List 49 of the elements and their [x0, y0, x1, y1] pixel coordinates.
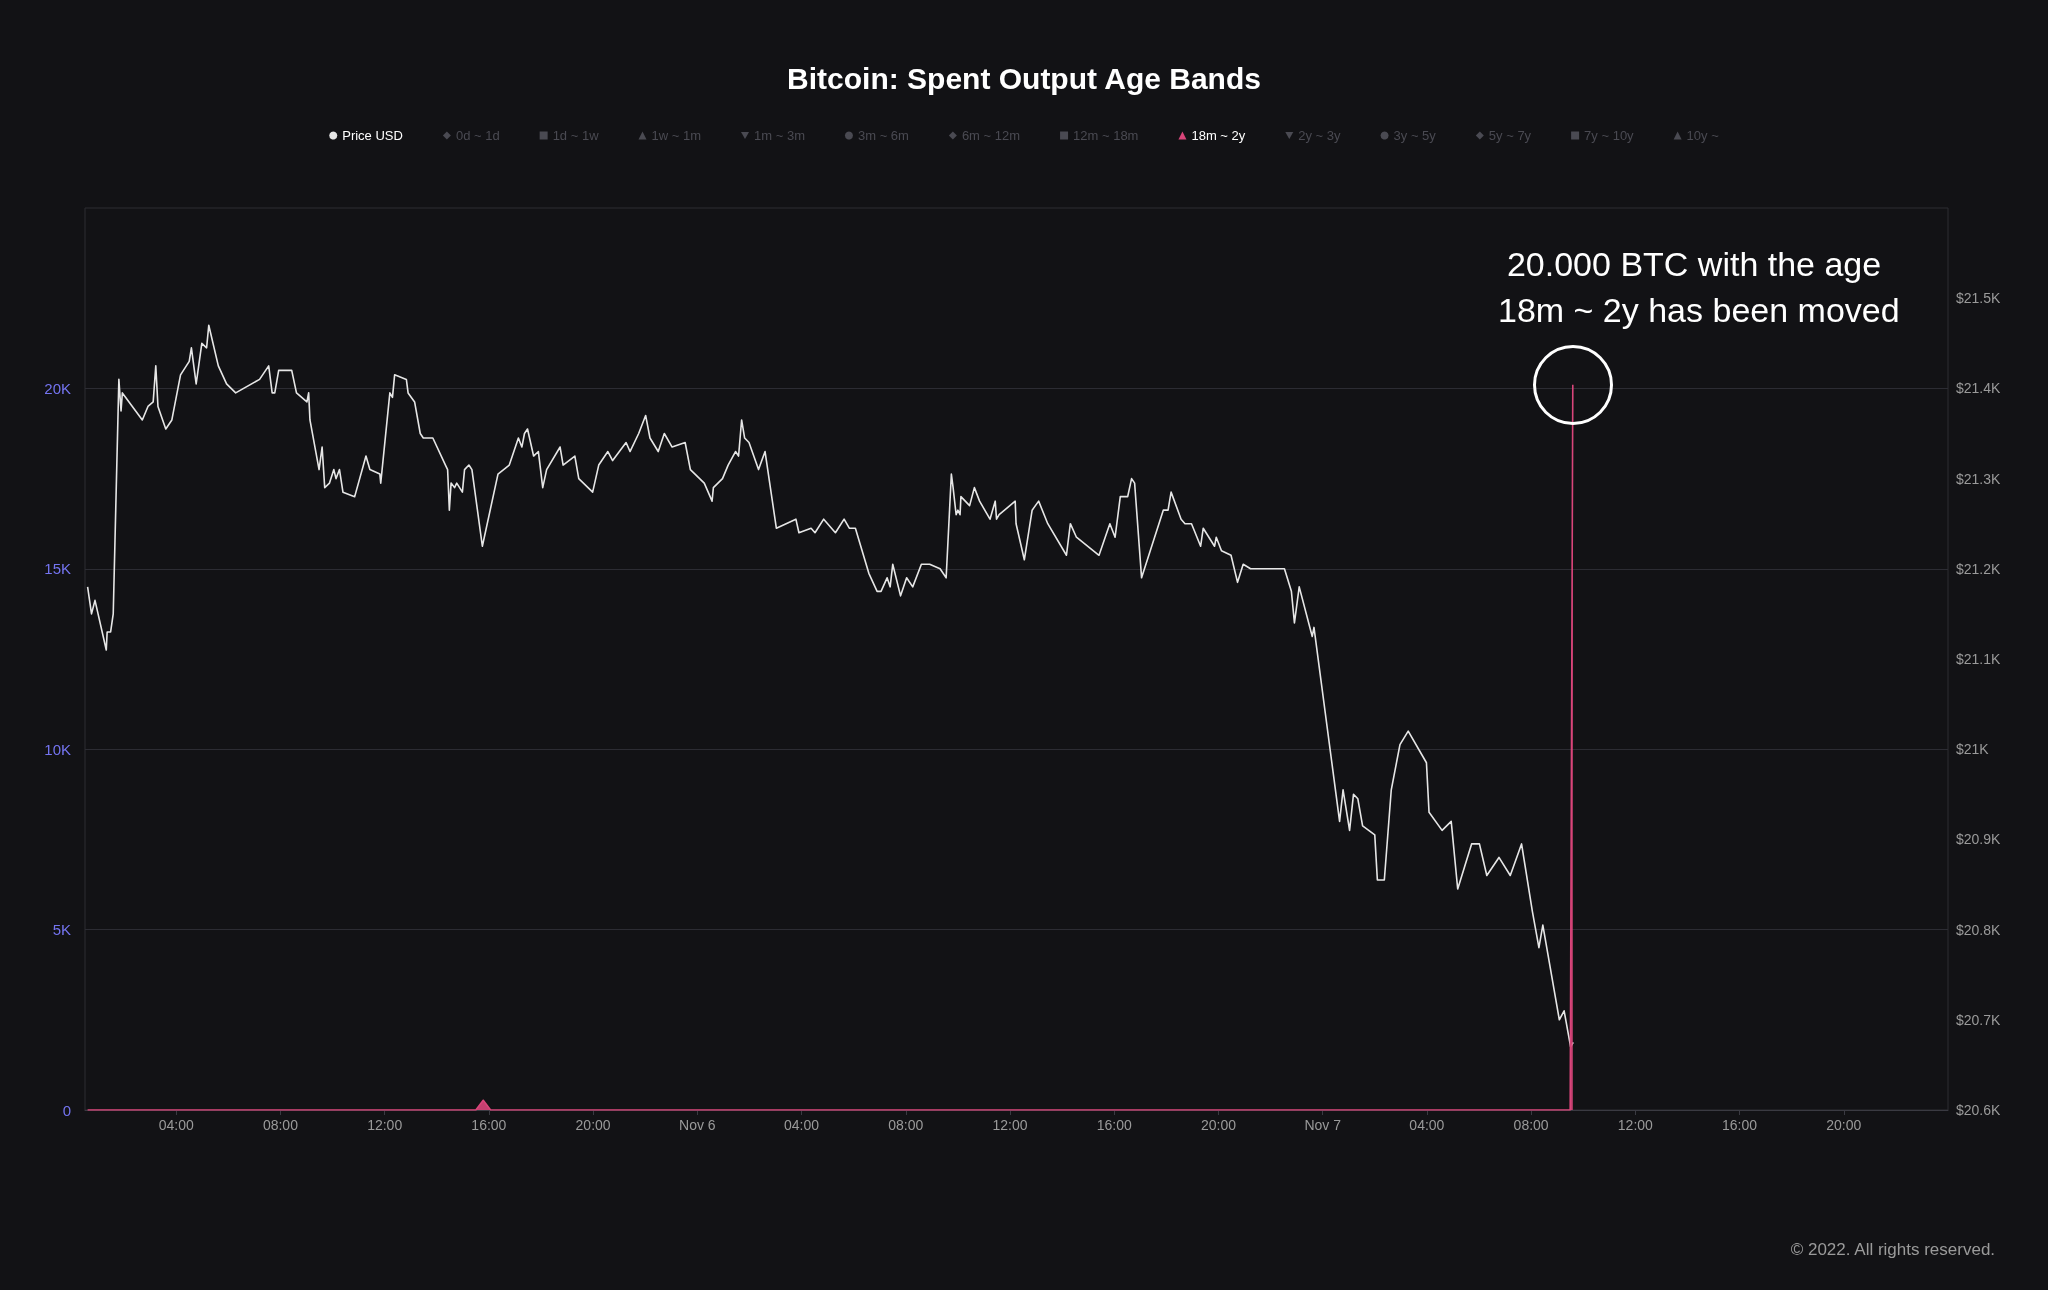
legend-label: 1d ~ 1w — [552, 128, 600, 143]
x-tick-label: 20:00 — [1826, 1117, 1862, 1133]
y2-tick-label: $21.2K — [1956, 560, 2002, 577]
legend-label: 5y ~ 7y — [1488, 128, 1532, 143]
x-tick-label: 08:00 — [1513, 1117, 1549, 1133]
y2-tick-label: $20.8K — [1956, 921, 2002, 938]
chart-title: Bitcoin: Spent Output Age Bands — [787, 61, 1261, 95]
legend-label: 18m ~ 2y — [1191, 128, 1246, 143]
y2-tick-label: $21K — [1956, 741, 1990, 758]
legend-label: 10y ~ — [1686, 128, 1720, 143]
x-tick-label: 12:00 — [367, 1117, 403, 1133]
x-tick-label: 12:00 — [992, 1117, 1028, 1133]
legend-label: 7y ~ 10y — [1584, 128, 1635, 143]
x-tick-label: 16:00 — [1722, 1117, 1758, 1133]
x-tick-label: 04:00 — [1409, 1117, 1445, 1133]
x-tick-label: Nov 6 — [679, 1117, 716, 1133]
y-tick-label: 5K — [52, 921, 71, 939]
annotation: 20.000 BTC with the age 18m ~ 2y has been moved — [1497, 244, 1900, 329]
x-tick-label: Nov 7 — [1304, 1117, 1342, 1133]
text: © 2022. All rights reserved. — [1790, 1240, 1996, 1259]
y-tick-label: 20K — [44, 379, 71, 397]
y-tick-label: 10K — [44, 740, 71, 758]
x-tick-label: 16:00 — [471, 1117, 507, 1133]
x-tick-label: 08:00 — [262, 1117, 299, 1133]
y-tick-label: 15K — [44, 560, 71, 578]
legend-label: 3y ~ 5y — [1393, 128, 1437, 143]
x-tick-label: 20:00 — [575, 1117, 611, 1133]
legend-label: 1m ~ 3m — [754, 128, 805, 143]
y2-tick-label: $20.6K — [1956, 1102, 2002, 1118]
y2-tick-label: $21.3K — [1956, 470, 2002, 487]
legend-label: 3m ~ 6m — [857, 128, 909, 143]
legend-label: Price USD — [342, 128, 403, 143]
legend-label: 6m ~ 12m — [961, 128, 1021, 143]
x-tick-label: 12:00 — [1617, 1117, 1654, 1133]
legend-label: 2y ~ 3y — [1298, 128, 1342, 143]
x-tick-label: 16:00 — [1096, 1117, 1132, 1133]
y2-tick-label: $21.4K — [1956, 380, 2002, 397]
y2-tick-label: $21.1K — [1956, 651, 2002, 667]
x-tick-label: 04:00 — [158, 1117, 194, 1133]
y-tick-label: 0 — [62, 1101, 71, 1119]
legend-label: 1w ~ 1m — [651, 128, 702, 143]
x-tick-label: 04:00 — [784, 1117, 820, 1133]
y2-tick-label: $21.5K — [1956, 290, 2002, 307]
x-tick-label: 20:00 — [1200, 1117, 1237, 1133]
legend-label: 0d ~ 1d — [455, 128, 500, 143]
x-tick-label: 08:00 — [888, 1117, 924, 1133]
y2-tick-label: $20.9K — [1956, 831, 2002, 848]
y2-tick-label: $20.7K — [1956, 1011, 2002, 1028]
legend-label: 12m ~ 18m — [1073, 128, 1139, 143]
